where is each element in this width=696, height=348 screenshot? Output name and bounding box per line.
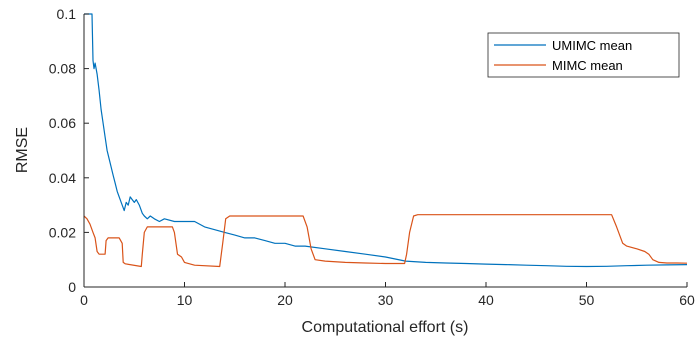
- y-tick-label: 0.1: [57, 6, 77, 22]
- series-line-mimc: [83, 214, 688, 268]
- x-tick-label: 50: [579, 292, 595, 308]
- x-tick-label: 40: [478, 292, 494, 308]
- legend-label-mimc: MIMC mean: [552, 58, 623, 73]
- series-line-umimc: [84, 13, 688, 268]
- y-tick-label: 0.02: [49, 224, 76, 240]
- y-tick-label: 0.08: [49, 61, 76, 77]
- series-layer: [83, 13, 688, 268]
- x-tick-label: 60: [679, 292, 695, 308]
- axes-layer: 0 10 20 30 40 50 60 0 0.02 0.04 0.06 0.08 0.1: [49, 6, 695, 308]
- x-tick-label: 30: [378, 292, 394, 308]
- y-tick-label: 0: [68, 279, 76, 295]
- y-axis-label: RMSE: [14, 127, 31, 173]
- x-axis-label: Computational effort (s): [302, 319, 469, 336]
- x-tick-label: 10: [177, 292, 193, 308]
- legend-label-umimc: UMIMC mean: [552, 38, 632, 53]
- x-tick-label: 20: [277, 292, 293, 308]
- y-tick-label: 0.04: [49, 170, 76, 186]
- x-tick-label: 0: [80, 292, 88, 308]
- legend-box: [487, 32, 680, 78]
- legend: UMIMC mean MIMC mean: [487, 32, 680, 78]
- y-tick-label: 0.06: [49, 115, 76, 131]
